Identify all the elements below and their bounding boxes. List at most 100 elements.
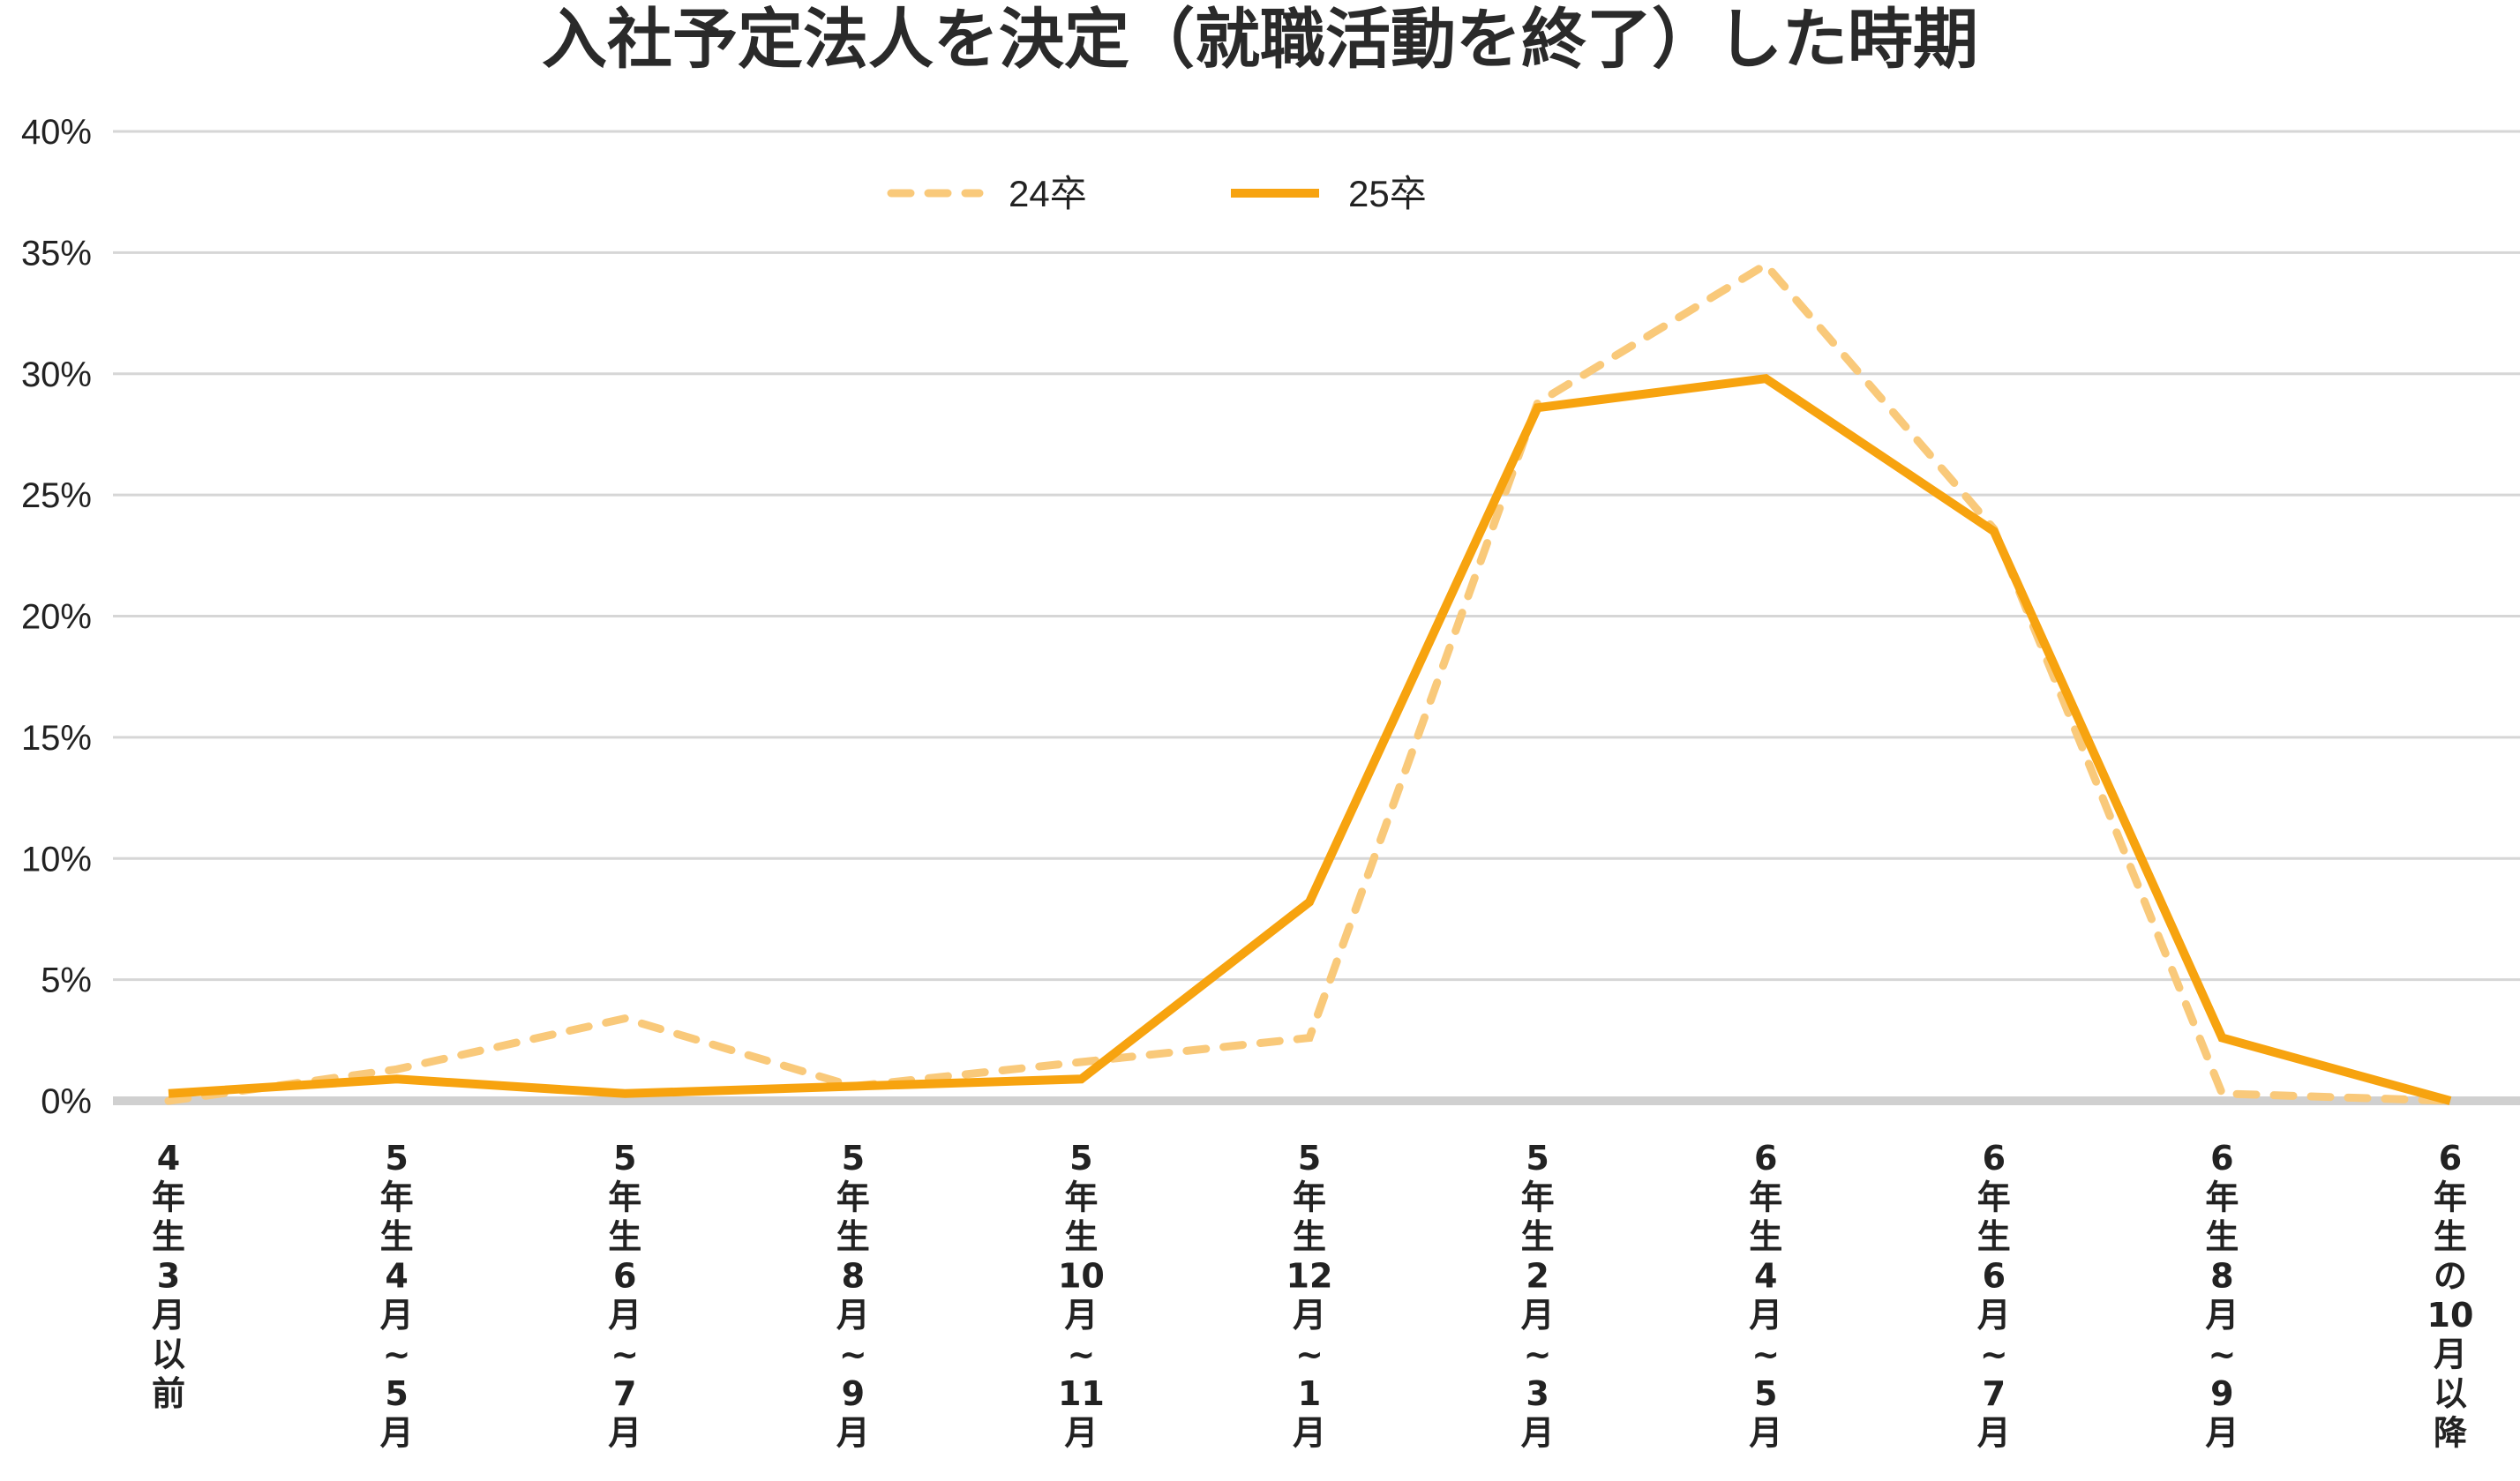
x-tick-label-line: 月 xyxy=(1521,1296,1555,1335)
x-tick-label-line: 生 xyxy=(1749,1217,1782,1256)
y-axis-tick-labels: 0% 5% 10% 15% 20% 25% 30% 35% 40% xyxy=(21,113,92,1121)
x-tick-label-line: の xyxy=(2434,1257,2467,1296)
x-tick-label-line: 10 xyxy=(1058,1257,1105,1296)
x-tick-label-line: 7 xyxy=(1983,1374,2006,1413)
x-tick-label-line: 以 xyxy=(152,1335,185,1374)
x-tick-label-line: 5 xyxy=(1526,1139,1549,1178)
x-tick-label-line: 年 xyxy=(380,1178,414,1217)
x-tick-label-line: ~ xyxy=(1067,1335,1095,1374)
x-tick-label-line: 4 xyxy=(1754,1257,1777,1296)
x-tick-label-line: 月 xyxy=(1293,1296,1326,1335)
x-tick-label-line: 生 xyxy=(2205,1217,2239,1256)
x-tick-label-line: 5 xyxy=(1298,1139,1321,1178)
series-line-2 xyxy=(168,374,2452,1105)
x-tick-label-line: 月 xyxy=(1064,1296,1098,1335)
y-tick-label: 15% xyxy=(21,719,92,758)
x-tick-label-line: 3 xyxy=(1526,1374,1549,1413)
x-tick-label-line: 月 xyxy=(2434,1335,2467,1374)
x-tick-label-line: 6 xyxy=(1983,1139,2006,1178)
chart-title: 入社予定法人を決定（就職活動を終了）した時期 xyxy=(542,2,1978,78)
x-tick-label-line: 7 xyxy=(613,1374,636,1413)
x-tick-label-line: 年 xyxy=(608,1178,641,1217)
legend: 24卒 25卒 xyxy=(887,173,1427,214)
x-tick-label-line: ~ xyxy=(839,1335,867,1374)
y-tick-label: 30% xyxy=(21,355,92,394)
x-tick-label-line: 6 xyxy=(1754,1139,1777,1178)
x-tick-label-line: 8 xyxy=(2210,1257,2233,1296)
x-tick-label-line: 4 xyxy=(385,1257,408,1296)
x-tick-label-line: 生 xyxy=(380,1217,414,1256)
legend-label: 25卒 xyxy=(1348,173,1427,214)
x-tick-label-line: 月 xyxy=(380,1296,414,1335)
x-tick-label-line: 月 xyxy=(1293,1414,1326,1453)
y-tick-label: 40% xyxy=(21,113,92,152)
legend-label: 24卒 xyxy=(1009,173,1087,214)
x-tick-label-line: 6 xyxy=(2210,1139,2233,1178)
x-tick-label-line: 前 xyxy=(152,1374,185,1413)
x-tick-label-line: 生 xyxy=(1977,1217,2011,1256)
x-tick-label-line: 2 xyxy=(1526,1257,1549,1296)
x-tick-label-line: 5 xyxy=(385,1139,408,1178)
x-tick-label-line: 月 xyxy=(1749,1414,1782,1453)
y-tick-label: 0% xyxy=(41,1082,92,1121)
x-tick-label-line: 6 xyxy=(2439,1139,2462,1178)
x-tick-label-line: ~ xyxy=(611,1335,639,1374)
x-tick-label-line: 年 xyxy=(1749,1178,1782,1217)
x-tick-label-line: 年 xyxy=(2434,1178,2467,1217)
x-tick-label-line: 月 xyxy=(836,1296,870,1335)
x-tick-label-line: 生 xyxy=(152,1217,185,1256)
x-tick-label-line: 年 xyxy=(1064,1178,1098,1217)
x-tick-label-line: 以 xyxy=(2434,1374,2467,1413)
y-tick-label: 10% xyxy=(21,840,92,879)
x-tick-label-line: 生 xyxy=(1064,1217,1098,1256)
x-tick-label-line: ~ xyxy=(2208,1335,2236,1374)
x-tick-label-line: ~ xyxy=(1751,1335,1780,1374)
x-tick-label-line: 降 xyxy=(2434,1414,2467,1453)
x-tick-label-line: 5 xyxy=(613,1139,636,1178)
x-tick-label-line: 4 xyxy=(157,1139,180,1178)
x-axis-tick-labels: 4年生3月以前5年生4月~5月5年生6月~7月5年生8月~9月5年生10月~11… xyxy=(152,1139,2473,1453)
y-tick-label: 5% xyxy=(41,961,92,1000)
x-tick-label-line: 11 xyxy=(1058,1374,1105,1413)
x-tick-label-line: ~ xyxy=(383,1335,411,1374)
x-tick-label-line: 年 xyxy=(2205,1178,2239,1217)
x-tick-label-line: 5 xyxy=(1069,1139,1092,1178)
x-tick-label-line: 月 xyxy=(2205,1296,2239,1335)
y-tick-label: 20% xyxy=(21,598,92,637)
x-tick-label-line: 12 xyxy=(1286,1257,1333,1296)
x-tick-label-line: 月 xyxy=(608,1296,641,1335)
x-tick-label-line: 5 xyxy=(842,1139,865,1178)
x-tick-label-line: 9 xyxy=(842,1374,865,1413)
x-tick-label-line: 5 xyxy=(385,1374,408,1413)
x-tick-label-line: 8 xyxy=(842,1257,865,1296)
x-tick-label-line: 月 xyxy=(1521,1414,1555,1453)
x-tick-label-line: 月 xyxy=(380,1414,414,1453)
x-tick-label-line: 生 xyxy=(608,1217,641,1256)
x-tick-label-line: 1 xyxy=(1298,1374,1321,1413)
x-tick-label-line: 6 xyxy=(1983,1257,2006,1296)
x-tick-label-line: ~ xyxy=(1295,1335,1324,1374)
x-tick-label-line: 月 xyxy=(1749,1296,1782,1335)
x-tick-label-line: 10 xyxy=(2427,1296,2474,1335)
x-tick-label-line: 年 xyxy=(152,1178,185,1217)
x-tick-label-line: 生 xyxy=(1521,1217,1555,1256)
x-tick-label-line: 年 xyxy=(1521,1178,1555,1217)
x-tick-label-line: 年 xyxy=(1977,1178,2011,1217)
x-tick-label-line: 月 xyxy=(2205,1414,2239,1453)
x-tick-label-line: 5 xyxy=(1754,1374,1777,1413)
x-tick-label-line: ~ xyxy=(1980,1335,2008,1374)
grid-lines xyxy=(113,130,2520,1105)
x-tick-label-line: 6 xyxy=(613,1257,636,1296)
